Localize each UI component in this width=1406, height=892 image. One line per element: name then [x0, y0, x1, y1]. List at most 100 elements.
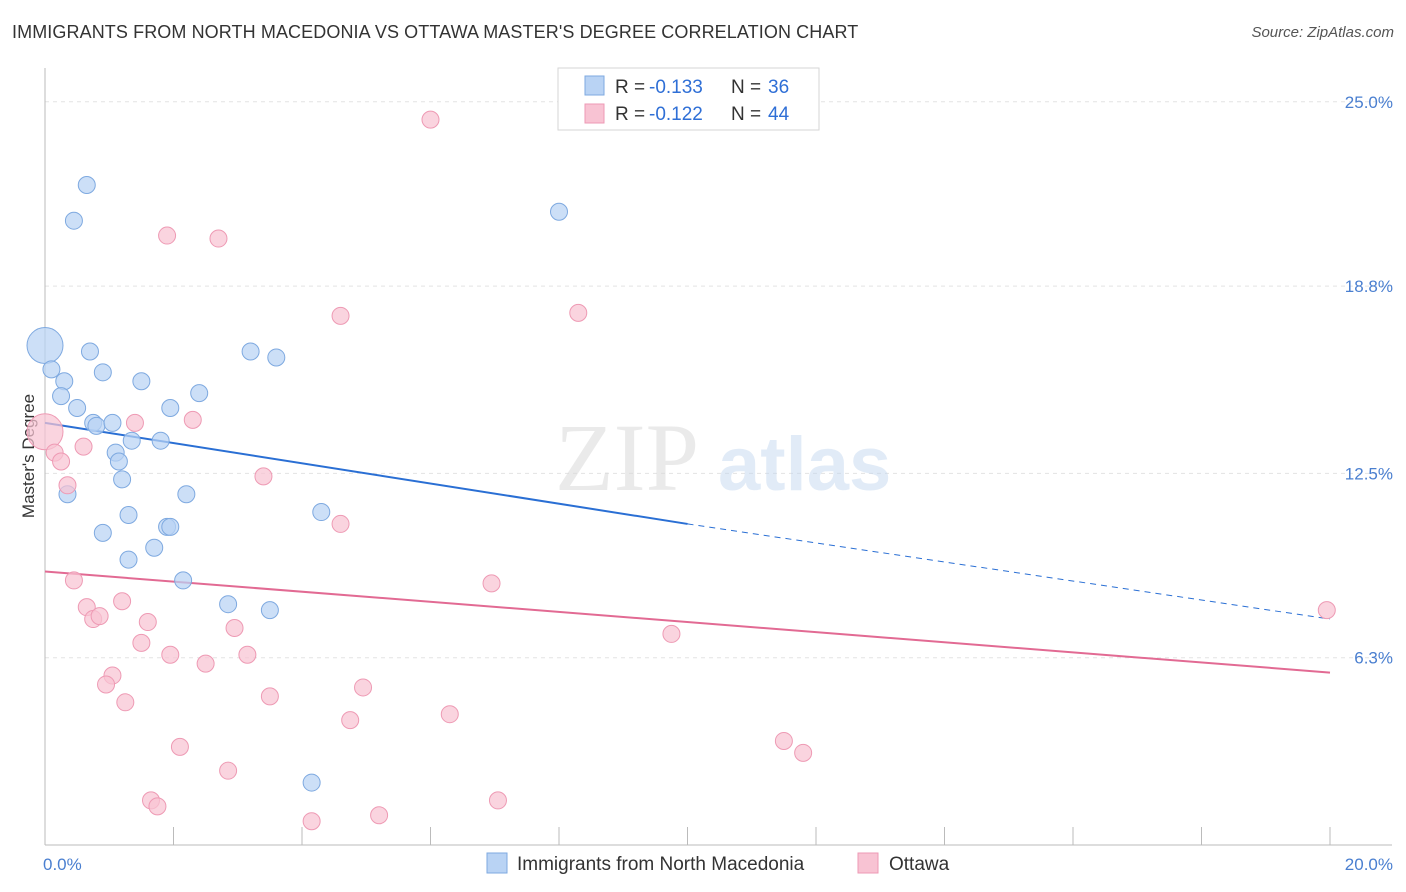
- point-ottawa: [132, 633, 151, 652]
- point-north-macedonia: [161, 517, 180, 536]
- point-north-macedonia: [109, 452, 128, 471]
- point-ottawa: [302, 812, 321, 831]
- point-ottawa: [113, 592, 132, 611]
- trend-line-pink: [44, 570, 1331, 674]
- point-ottawa: [52, 452, 71, 471]
- point-ottawa: [488, 791, 507, 810]
- legend-n-label-0: N =: [731, 77, 761, 98]
- point-north-macedonia: [113, 470, 132, 489]
- axes: [44, 68, 1392, 846]
- point-north-macedonia: [55, 372, 74, 391]
- point-ottawa: [440, 705, 459, 724]
- point-north-macedonia: [550, 202, 568, 221]
- point-ottawa: [116, 693, 135, 712]
- point-ottawa: [421, 110, 440, 129]
- point-north-macedonia: [190, 384, 209, 403]
- data-points: [26, 110, 1336, 831]
- top-legend: R = -0.133 N = 36 R = -0.122 N = 44: [557, 67, 820, 131]
- point-north-macedonia: [241, 342, 260, 361]
- chart-title: IMMIGRANTS FROM NORTH MACEDONIA VS OTTAW…: [12, 22, 859, 42]
- legend-n-value-1: 44: [768, 104, 790, 125]
- point-north-macedonia: [260, 601, 279, 620]
- point-ottawa: [370, 806, 389, 825]
- legend-swatch-pink: [584, 103, 605, 124]
- legend-r-value-1: -0.122: [649, 104, 703, 125]
- watermark-atlas: atlas: [718, 422, 891, 507]
- y-tick-label: 6.3%: [1354, 649, 1393, 668]
- point-north-macedonia: [161, 398, 180, 417]
- point-north-macedonia: [52, 387, 71, 406]
- y-tick-labels: 6.3% 12.5% 18.8% 25.0%: [1345, 93, 1393, 668]
- source-credit: Source: ZipAtlas.com: [1251, 24, 1394, 41]
- point-north-macedonia: [151, 431, 170, 450]
- point-north-macedonia: [68, 398, 87, 417]
- point-north-macedonia: [42, 360, 61, 379]
- point-ottawa: [354, 678, 373, 697]
- point-ottawa: [774, 731, 793, 750]
- y-tick-label: 25.0%: [1345, 93, 1393, 112]
- point-ottawa: [209, 229, 228, 248]
- point-ottawa: [125, 413, 144, 432]
- point-north-macedonia: [177, 485, 196, 504]
- legend-r-value-0: -0.133: [649, 77, 703, 98]
- point-ottawa: [196, 654, 215, 673]
- y-axis-label: Master's Degree: [19, 394, 38, 518]
- point-ottawa: [225, 618, 244, 637]
- watermark-zip: ZIP: [555, 404, 699, 511]
- point-ottawa: [1317, 601, 1336, 620]
- bottom-legend-label-blue: Immigrants from North Macedonia: [517, 854, 805, 875]
- bottom-legend: Immigrants from North Macedonia Ottawa: [486, 852, 950, 875]
- point-ottawa: [158, 226, 177, 245]
- legend-swatch-blue: [584, 75, 605, 96]
- point-north-macedonia: [119, 550, 138, 569]
- legend-n-value-0: 36: [768, 77, 789, 98]
- watermark: ZIP atlas: [555, 404, 891, 511]
- point-ottawa: [148, 797, 167, 816]
- point-ottawa: [569, 303, 588, 322]
- point-north-macedonia: [103, 413, 122, 432]
- trend-line-blue-dashed: [687, 523, 1331, 620]
- point-ottawa: [64, 571, 83, 590]
- point-ottawa: [97, 675, 116, 694]
- point-north-macedonia: [77, 176, 96, 195]
- point-north-macedonia: [119, 506, 138, 525]
- point-ottawa: [341, 711, 360, 730]
- point-ottawa: [254, 467, 273, 486]
- point-north-macedonia: [26, 327, 64, 365]
- point-north-macedonia: [87, 416, 106, 435]
- point-north-macedonia: [80, 342, 99, 361]
- point-north-macedonia: [122, 431, 141, 450]
- point-ottawa: [170, 737, 189, 756]
- point-north-macedonia: [219, 595, 238, 614]
- point-ottawa: [482, 574, 501, 593]
- point-ottawa: [161, 645, 180, 664]
- point-ottawa: [183, 410, 202, 429]
- point-ottawa: [74, 437, 93, 456]
- x-tick-labels: 0.0% 20.0%: [43, 855, 1393, 874]
- point-north-macedonia: [145, 538, 164, 557]
- bottom-legend-swatch-pink: [857, 852, 879, 874]
- point-ottawa: [138, 613, 157, 632]
- point-ottawa: [58, 476, 77, 495]
- point-ottawa: [26, 413, 64, 451]
- point-north-macedonia: [64, 211, 83, 230]
- point-ottawa: [794, 743, 813, 762]
- point-ottawa: [662, 624, 681, 643]
- y-tick-label: 12.5%: [1345, 464, 1393, 483]
- point-ottawa: [331, 514, 350, 533]
- point-north-macedonia: [312, 503, 331, 522]
- point-north-macedonia: [93, 523, 112, 542]
- x-tick-label: 0.0%: [43, 855, 82, 874]
- point-ottawa: [238, 645, 257, 664]
- legend-n-label-1: N =: [731, 104, 761, 125]
- point-north-macedonia: [302, 773, 321, 792]
- point-north-macedonia: [267, 348, 286, 367]
- point-north-macedonia: [132, 372, 151, 391]
- point-ottawa: [331, 306, 350, 325]
- point-north-macedonia: [93, 363, 112, 382]
- point-ottawa: [260, 687, 279, 706]
- y-tick-label: 18.8%: [1345, 277, 1393, 296]
- legend-r-label-0: R =: [615, 77, 645, 98]
- point-ottawa: [219, 761, 238, 780]
